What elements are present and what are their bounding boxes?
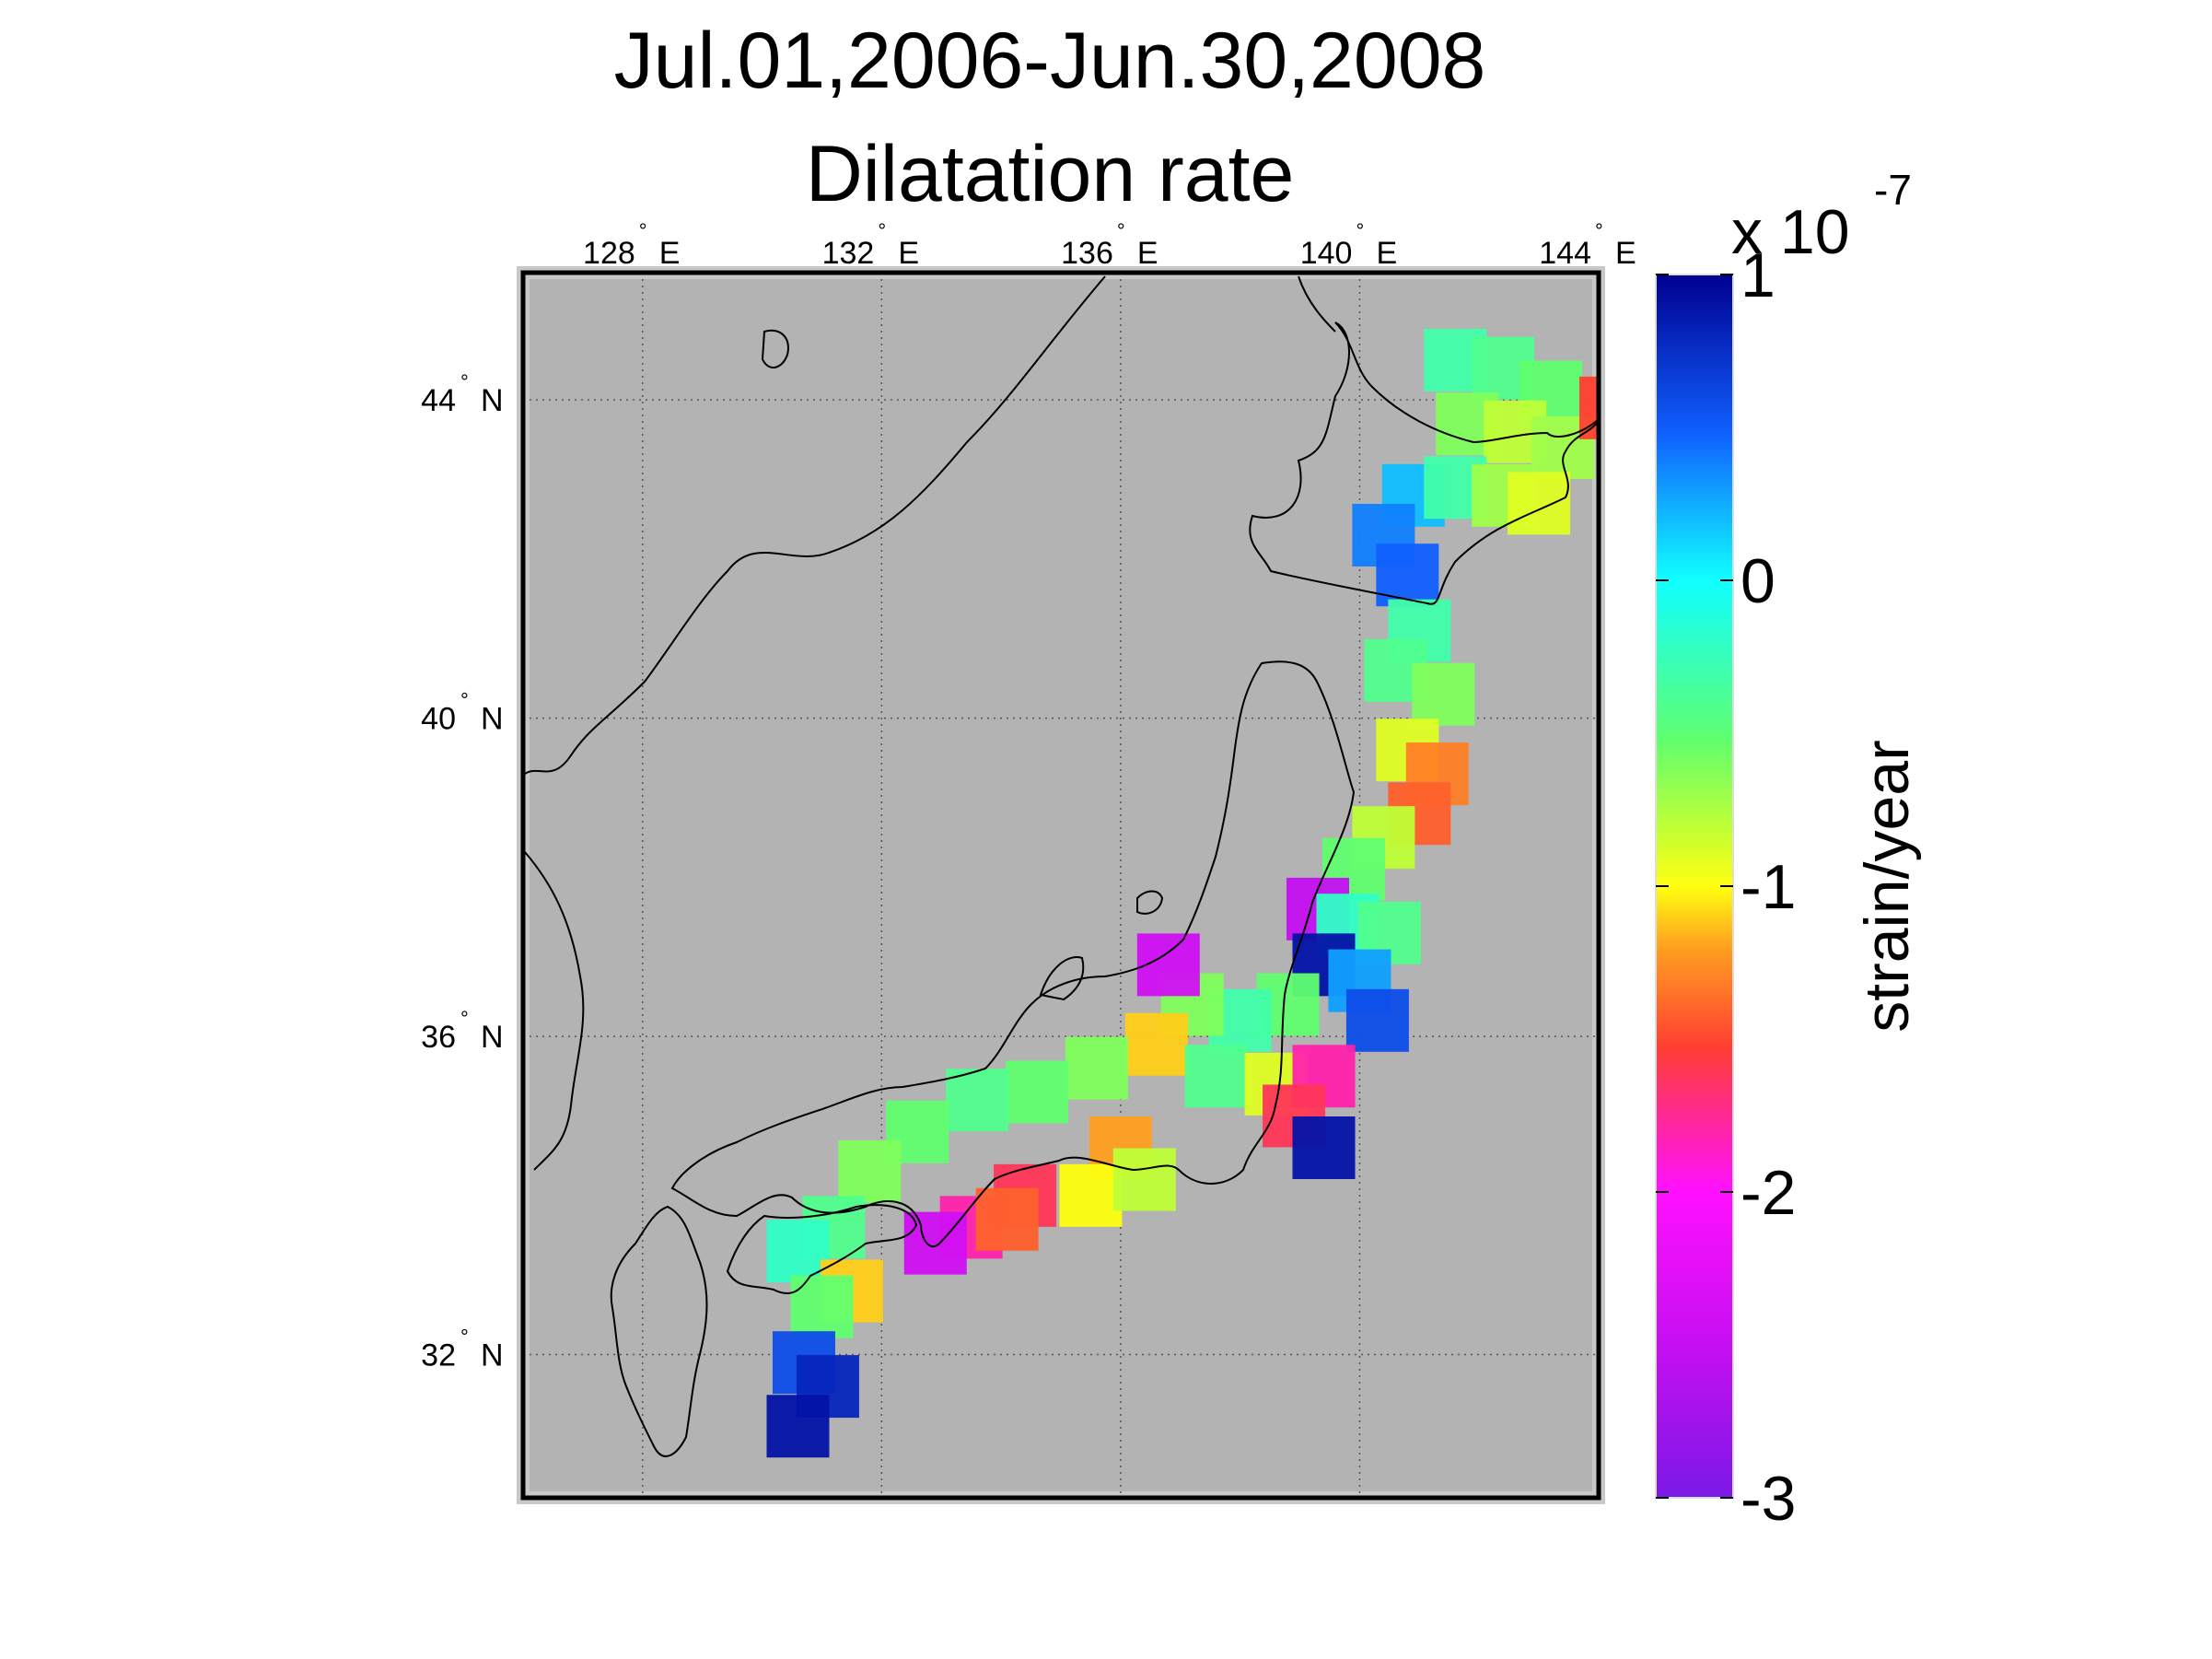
map-frame	[520, 270, 1601, 1501]
colorbar-tick-label: -1	[1740, 852, 1796, 922]
strain-field-layer	[766, 329, 1599, 1458]
strain-cell	[838, 1139, 902, 1203]
chart-title-line1: Jul.01,2006-Jun.30,2008	[614, 17, 1486, 105]
strain-cell	[790, 1275, 854, 1338]
colorbar-tick-label: 1	[1740, 240, 1775, 310]
latitude-tick-label: 36	[421, 1020, 456, 1055]
colorbar-tick-label: 0	[1740, 546, 1775, 616]
longitude-hemisphere: E	[1137, 236, 1158, 271]
longitude-tick-label: 140	[1300, 236, 1353, 271]
strain-cell	[903, 1211, 967, 1275]
longitude-hemisphere: E	[1376, 236, 1397, 271]
coastline-sakhalin-tip	[1298, 275, 1336, 333]
colorbar-exponent-label: x 10	[1731, 197, 1850, 267]
longitude-tick-label: 136	[1061, 236, 1113, 271]
strain-cell	[946, 1069, 1009, 1132]
colorbar: 1 0 -1 -2 -3 x 10 -7 strain/year	[1655, 166, 1922, 1534]
degree-symbol: °	[460, 1007, 469, 1030]
longitude-tick-label: 144	[1539, 236, 1591, 271]
latitude-hemisphere: N	[481, 1338, 504, 1373]
latitude-tick-label: 40	[421, 702, 456, 737]
coastline-jeju-rebun	[761, 329, 789, 368]
strain-cell	[1112, 1148, 1176, 1211]
strain-cell	[1124, 1012, 1188, 1076]
strain-cell	[1412, 662, 1475, 726]
longitude-hemisphere: E	[659, 236, 681, 271]
degree-symbol: °	[460, 370, 469, 393]
latitude-tick-labels: 44°N40°N36°N32°N	[421, 370, 503, 1373]
strain-cell	[1059, 1163, 1123, 1227]
strain-cell	[766, 1395, 830, 1458]
strain-cell	[1597, 392, 1599, 456]
latitude-hemisphere: N	[481, 383, 504, 418]
latitude-tick-label: 44	[421, 383, 456, 418]
strain-cell	[1006, 1060, 1069, 1124]
coastline-honshu	[670, 660, 1356, 1248]
colorbar-exponent-power: -7	[1874, 166, 1912, 214]
map-panel: 128°E 132°E 136°E 140°E 144°E 44°N40°N36°N32…	[421, 219, 1636, 1504]
coastline-korea	[524, 851, 585, 1171]
coastline-shikoku	[726, 1204, 918, 1294]
latitude-tick-label: 32	[421, 1338, 456, 1373]
strain-cell	[766, 1220, 830, 1283]
latitude-hemisphere: N	[481, 702, 504, 737]
longitude-tick-labels: 128°E 132°E 136°E 140°E 144°E	[583, 219, 1636, 271]
strain-cell	[1345, 988, 1409, 1052]
degree-symbol: °	[878, 219, 886, 242]
degree-symbol: °	[1117, 219, 1125, 242]
colorbar-label: strain/year	[1852, 740, 1922, 1032]
degree-symbol: °	[460, 1326, 469, 1349]
chart-title-line2: Dilatation rate	[806, 130, 1295, 218]
degree-symbol: °	[639, 219, 647, 242]
coastline-kyushu	[610, 1205, 708, 1457]
coastline-noto-peninsula	[1039, 956, 1085, 1001]
strain-cell	[1508, 472, 1571, 535]
latitude-hemisphere: N	[481, 1020, 504, 1055]
colorbar-ticks: 1 0 -1 -2 -3	[1656, 240, 1796, 1534]
degree-symbol: °	[460, 689, 469, 712]
colorbar-tick-label: -3	[1740, 1464, 1796, 1534]
coastline-hokkaido	[1249, 321, 1599, 605]
longitude-hemisphere: E	[898, 236, 919, 271]
degree-symbol: °	[1356, 219, 1364, 242]
longitude-tick-label: 132	[822, 236, 875, 271]
coastline-asia-mainland	[524, 275, 1106, 775]
coastline-layer	[524, 275, 1599, 1457]
strain-cell	[1184, 1045, 1248, 1108]
strain-cell	[975, 1187, 1039, 1251]
longitude-hemisphere: E	[1615, 236, 1636, 271]
longitude-tick-label: 128	[583, 236, 635, 271]
coastline-sado-island	[1136, 890, 1164, 915]
degree-symbol: °	[1595, 219, 1603, 242]
strain-cell	[1376, 543, 1439, 607]
strain-cell	[1065, 1036, 1128, 1100]
strain-cell	[1292, 1116, 1356, 1179]
colorbar-tick-label: -2	[1740, 1158, 1796, 1228]
